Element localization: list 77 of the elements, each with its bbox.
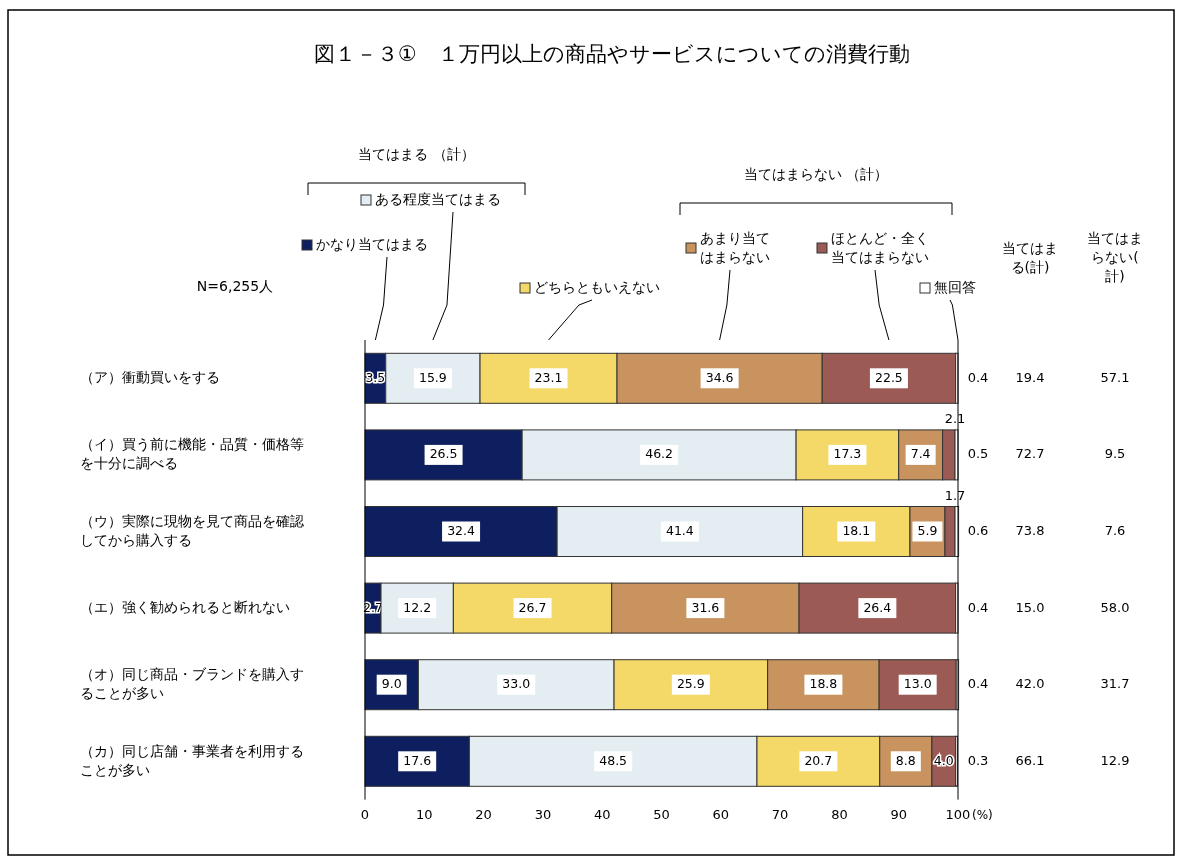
text: 当てはまらない （計）: [743, 166, 889, 182]
text: 当てはまる （計）: [358, 146, 475, 162]
data-label: 23.1: [534, 369, 563, 385]
legend-label: かなり当てはまる: [316, 236, 428, 252]
x-tick-label: 40: [593, 806, 611, 822]
data-label: 18.8: [809, 676, 838, 692]
x-tick-label: 10: [416, 806, 433, 822]
x-tick-label: 70: [771, 806, 789, 822]
data-label: 8.8: [895, 752, 916, 768]
text: 31.7: [1100, 676, 1130, 692]
legend-label: あまり当てはまらない: [700, 229, 770, 265]
data-label: 13.0: [903, 676, 932, 692]
data-label: 26.4: [863, 599, 892, 615]
data-label: 22.5: [874, 369, 903, 385]
x-tick-label: 90: [890, 806, 907, 822]
data-label: 0.4: [967, 369, 989, 385]
x-tick-label: 100: [945, 806, 971, 822]
y-tick-label: （イ）買う前に機能・品質・価格等を十分に調べる: [80, 436, 304, 472]
legend-label: ほとんど・全く当てはまらない: [831, 229, 929, 265]
text: 9.5: [1104, 446, 1126, 462]
data-label: 0.4: [967, 676, 989, 692]
data-label: 33.0: [502, 676, 531, 692]
text: 66.1: [1015, 752, 1045, 768]
data-label: 41.4: [665, 523, 694, 538]
data-label: 2.1: [944, 411, 966, 427]
chart-title: 図１－３① １万円以上の商品やサービスについての消費行動: [314, 42, 910, 66]
data-label: 20.7: [804, 752, 833, 768]
y-tick-label: （エ）強く勧められると断れない: [80, 599, 290, 616]
text: 73.8: [1015, 523, 1045, 538]
data-label: 26.5: [429, 446, 458, 462]
text: 12.9: [1100, 752, 1130, 768]
data-label: 46.2: [645, 446, 674, 462]
x-tick-label: 60: [712, 806, 730, 822]
legend-label: 無回答: [934, 279, 976, 295]
y-tick-label: （カ）同じ店舗・事業者を利用することが多い: [80, 742, 304, 778]
text: 42.0: [1015, 676, 1045, 692]
text: 当てはまる(計): [1002, 239, 1058, 275]
text: 当てはまらない(計): [1087, 230, 1143, 284]
text: 15.0: [1015, 599, 1045, 615]
x-axis-title: (%): [972, 807, 993, 822]
data-label: 3.5: [365, 369, 386, 385]
data-label: 12.2: [403, 599, 432, 615]
x-tick-label: 30: [534, 806, 552, 822]
data-label: 17.6: [403, 752, 432, 768]
text: 72.7: [1015, 446, 1045, 462]
x-tick-label: 50: [653, 806, 670, 822]
data-label: 15.9: [418, 369, 447, 385]
text: 58.0: [1100, 599, 1130, 615]
data-label: 48.5: [599, 752, 628, 768]
text: 57.1: [1100, 369, 1130, 385]
text: 19.4: [1015, 369, 1045, 385]
data-label: 9.0: [381, 676, 402, 692]
data-label: 0.5: [967, 446, 989, 462]
data-label: 0.3: [967, 752, 989, 768]
data-label: 0.4: [967, 599, 989, 615]
data-label: 26.7: [518, 599, 547, 615]
data-label: 34.6: [705, 369, 734, 385]
y-tick-label: （ア）衝動買いをする: [80, 369, 220, 386]
data-label: 32.4: [447, 523, 476, 538]
data-label: 0.6: [967, 523, 989, 538]
text: 7.6: [1104, 523, 1126, 538]
data-label: 25.9: [676, 676, 705, 692]
text: N=6,255人: [196, 278, 274, 294]
data-label: 31.6: [691, 599, 720, 615]
data-label: 18.1: [842, 523, 871, 538]
y-tick-label: （ウ）実際に現物を見て商品を確認してから購入する: [80, 513, 304, 548]
data-label: 1.7: [944, 488, 966, 503]
x-tick-label: 0: [360, 806, 370, 822]
data-label: 4.0: [933, 752, 954, 768]
y-tick-label: （オ）同じ商品・ブランドを購入することが多い: [80, 666, 304, 702]
data-label: 7.4: [910, 446, 931, 462]
data-label: 17.3: [833, 446, 862, 462]
x-tick-label: 20: [475, 806, 492, 822]
legend-label: ある程度当てはまる: [375, 191, 501, 207]
x-tick-label: 80: [831, 806, 848, 822]
data-label: 5.9: [917, 523, 938, 538]
legend-label: どちらともいえない: [534, 279, 660, 295]
